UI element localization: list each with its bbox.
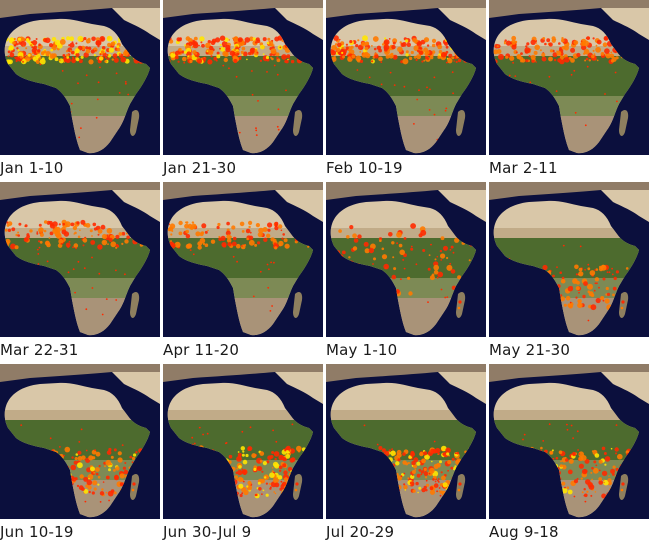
map-panel: May 1-10 <box>326 182 486 363</box>
map-date-caption: Jul 20-29 <box>326 523 395 541</box>
map-date-caption: May 21-30 <box>489 341 571 359</box>
africa-fire-map <box>326 182 486 337</box>
map-date-caption: Feb 10-19 <box>326 159 403 177</box>
map-date-caption: Jun 10-19 <box>0 523 74 541</box>
africa-fire-map <box>163 0 323 155</box>
map-date-caption: May 1-10 <box>326 341 398 359</box>
map-date-caption: Aug 9-18 <box>489 523 559 541</box>
map-panel: Jun 30-Jul 9 <box>163 364 323 545</box>
map-date-caption: Mar 2-11 <box>489 159 558 177</box>
africa-fire-map <box>0 364 160 519</box>
map-panel: Jan 1-10 <box>0 0 160 181</box>
africa-fire-map <box>489 0 649 155</box>
map-panel: Jul 20-29 <box>326 364 486 545</box>
africa-fire-map <box>326 364 486 519</box>
africa-fire-map <box>489 364 649 519</box>
africa-fire-map <box>326 0 486 155</box>
map-panel: Apr 11-20 <box>163 182 323 363</box>
map-panel: Aug 9-18 <box>489 364 649 545</box>
map-panel: Mar 2-11 <box>489 0 649 181</box>
map-panel: Jun 10-19 <box>0 364 160 545</box>
map-panel: Feb 10-19 <box>326 0 486 181</box>
africa-fire-map <box>0 0 160 155</box>
map-date-caption: Jun 30-Jul 9 <box>163 523 252 541</box>
map-panel: Mar 22-31 <box>0 182 160 363</box>
africa-fire-map <box>163 182 323 337</box>
map-date-caption: Jan 21-30 <box>163 159 237 177</box>
map-date-caption: Apr 11-20 <box>163 341 240 359</box>
map-date-caption: Jan 1-10 <box>0 159 64 177</box>
map-panel: May 21-30 <box>489 182 649 363</box>
map-panel: Jan 21-30 <box>163 0 323 181</box>
africa-fire-map <box>489 182 649 337</box>
africa-fire-map <box>0 182 160 337</box>
africa-fire-map <box>163 364 323 519</box>
map-date-caption: Mar 22-31 <box>0 341 79 359</box>
